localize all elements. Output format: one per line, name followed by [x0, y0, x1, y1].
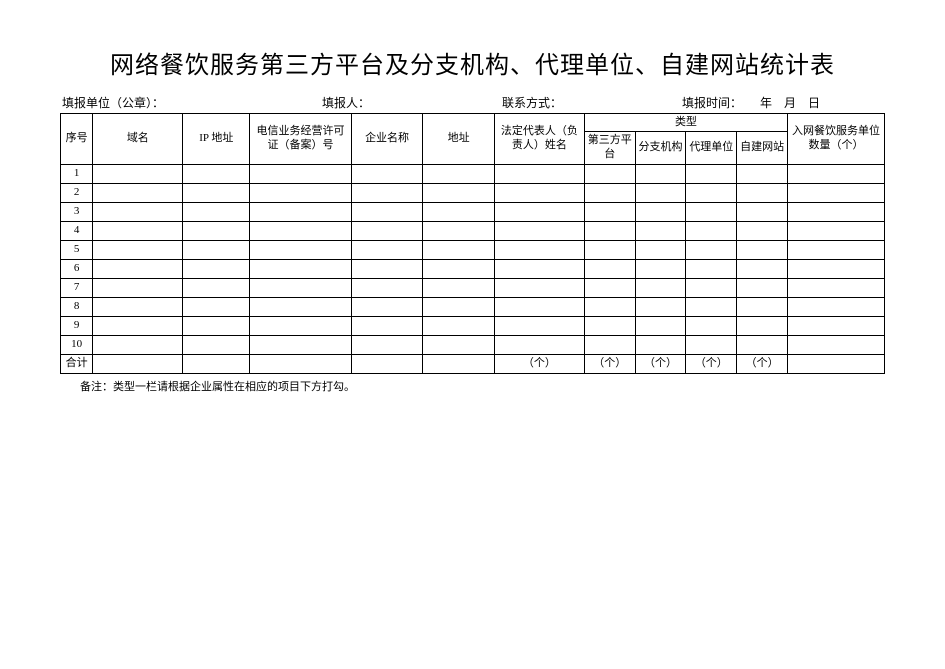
- table-row: 6: [61, 259, 885, 278]
- table-total-row: 合计 （个） （个） （个） （个） （个）: [61, 354, 885, 373]
- total-label: 合计: [61, 354, 93, 373]
- meta-row: 填报单位（公章）： 填报人： 联系方式： 填报时间： 年 月 日: [60, 94, 885, 111]
- total-unit-self: （个）: [737, 354, 788, 373]
- cell-seq: 10: [61, 335, 93, 354]
- th-legal: 法定代表人（负责人）姓名: [494, 113, 584, 164]
- page-title: 网络餐饮服务第三方平台及分支机构、代理单位、自建网站统计表: [60, 50, 885, 84]
- cell-seq: 3: [61, 202, 93, 221]
- th-domain: 域名: [93, 113, 183, 164]
- cell-seq: 1: [61, 164, 93, 183]
- table-row: 10: [61, 335, 885, 354]
- th-type-branch: 分支机构: [635, 132, 686, 165]
- total-unit-legal: （个）: [494, 354, 584, 373]
- th-ip: IP 地址: [183, 113, 250, 164]
- table-row: 2: [61, 183, 885, 202]
- th-license: 电信业务经营许可证（备案）号: [250, 113, 352, 164]
- cell-seq: 6: [61, 259, 93, 278]
- cell-seq: 4: [61, 221, 93, 240]
- meta-time-label: 填报时间： 年 月 日: [682, 94, 883, 111]
- table-row: 9: [61, 316, 885, 335]
- th-address: 地址: [423, 113, 495, 164]
- table-row: 1: [61, 164, 885, 183]
- cell-seq: 8: [61, 297, 93, 316]
- meta-unit-label: 填报单位（公章）：: [62, 94, 322, 111]
- total-unit-agent: （个）: [686, 354, 737, 373]
- th-type-self: 自建网站: [737, 132, 788, 165]
- footnote: 备注：类型一栏请根据企业属性在相应的项目下方打勾。: [60, 378, 885, 394]
- th-count: 入网餐饮服务单位数量（个）: [787, 113, 884, 164]
- th-type-group: 类型: [584, 113, 787, 132]
- table-row: 4: [61, 221, 885, 240]
- th-seq: 序号: [61, 113, 93, 164]
- meta-filler-label: 填报人：: [322, 94, 502, 111]
- total-unit-third: （个）: [584, 354, 635, 373]
- table-row: 8: [61, 297, 885, 316]
- th-company: 企业名称: [351, 113, 423, 164]
- cell-seq: 2: [61, 183, 93, 202]
- cell-seq: 5: [61, 240, 93, 259]
- table-row: 7: [61, 278, 885, 297]
- table-row: 5: [61, 240, 885, 259]
- cell-seq: 9: [61, 316, 93, 335]
- th-type-agent: 代理单位: [686, 132, 737, 165]
- th-type-third: 第三方平台: [584, 132, 635, 165]
- table-row: 3: [61, 202, 885, 221]
- stats-table: 序号 域名 IP 地址 电信业务经营许可证（备案）号 企业名称 地址 法定代表人…: [60, 113, 885, 374]
- cell-seq: 7: [61, 278, 93, 297]
- total-unit-branch: （个）: [635, 354, 686, 373]
- table-body: 1 2 3 4 5 6 7 8 9 10 合计 （个） （个） （个） （个） …: [61, 164, 885, 373]
- meta-contact-label: 联系方式：: [502, 94, 682, 111]
